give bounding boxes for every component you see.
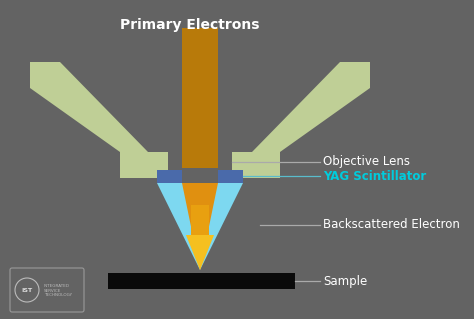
FancyBboxPatch shape	[10, 268, 84, 312]
Text: Objective Lens: Objective Lens	[323, 155, 410, 168]
Polygon shape	[168, 152, 232, 178]
Text: Sample: Sample	[323, 275, 367, 287]
Text: IST: IST	[21, 287, 33, 293]
Polygon shape	[186, 235, 214, 270]
Text: INTEGRATED
SERVICE
TECHNOLOGY: INTEGRATED SERVICE TECHNOLOGY	[44, 284, 72, 297]
Polygon shape	[191, 205, 209, 235]
Polygon shape	[232, 152, 280, 178]
Polygon shape	[157, 170, 182, 183]
Text: Primary Electrons: Primary Electrons	[120, 18, 260, 32]
Polygon shape	[182, 28, 218, 168]
Text: YAG Scintillator: YAG Scintillator	[323, 169, 426, 182]
Polygon shape	[252, 62, 370, 178]
Polygon shape	[182, 183, 218, 270]
Text: Backscattered Electron: Backscattered Electron	[323, 219, 460, 232]
Polygon shape	[218, 170, 243, 183]
Polygon shape	[157, 183, 243, 270]
Polygon shape	[120, 152, 168, 178]
Polygon shape	[30, 62, 148, 178]
Polygon shape	[108, 273, 295, 289]
